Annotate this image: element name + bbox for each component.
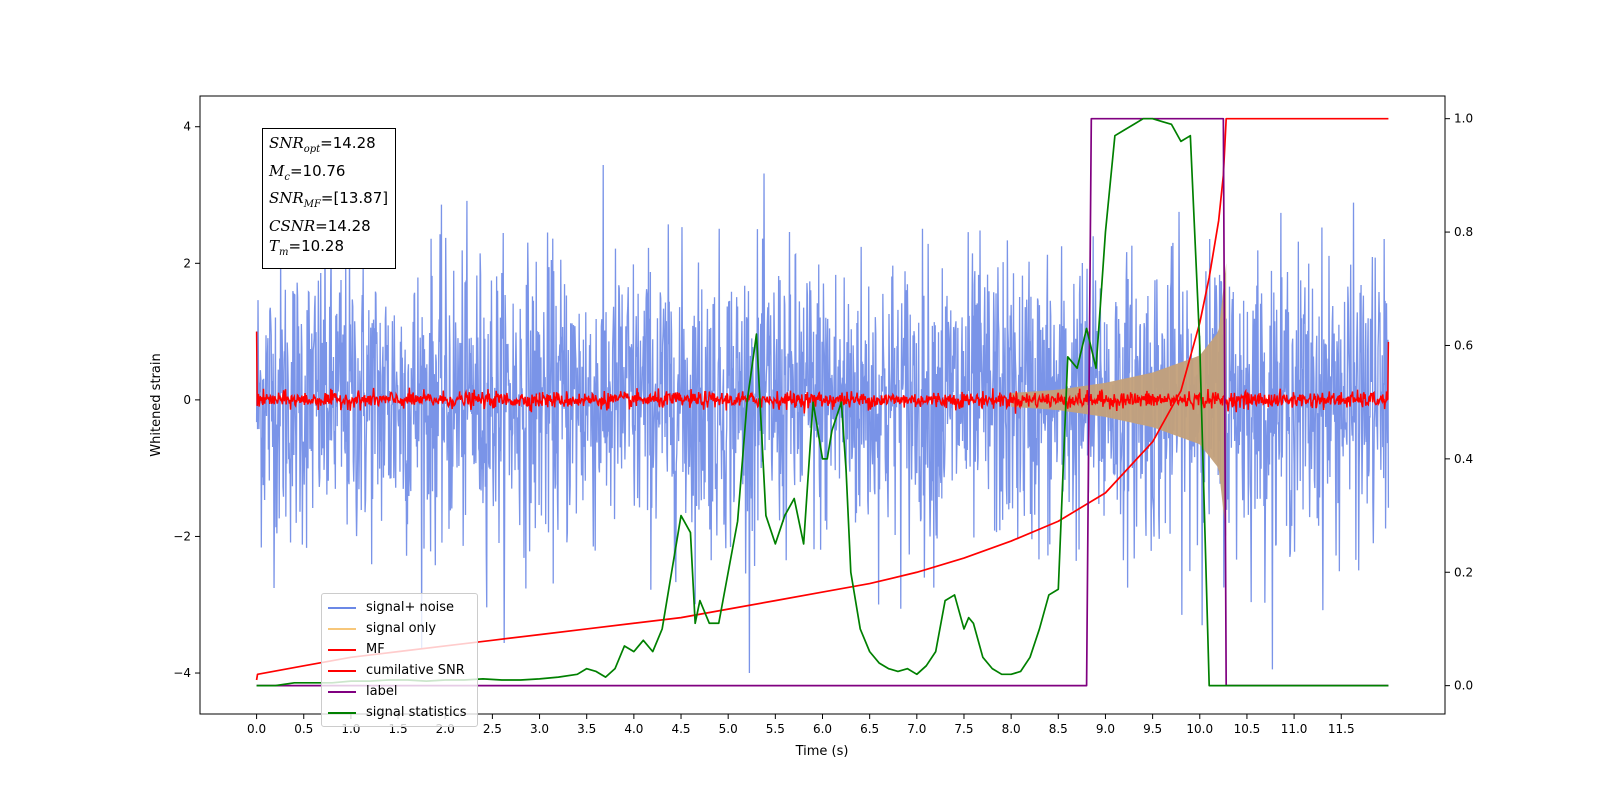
x-tick-label: 10.5 [1234,722,1261,736]
annotation-line: Tm=10.28 [269,237,345,258]
y2-tick-label: 0.0 [1454,679,1473,693]
legend-label: cumilative SNR [366,663,465,678]
x-axis-label: Time (s) [795,744,849,759]
x-tick-label: 6.0 [813,722,832,736]
y-axis-right: 0.0 0.2 0.4 0.6 0.8 1.0 [1445,112,1473,693]
x-tick-label: 7.0 [907,722,926,736]
y-axis-left: −4 −2 0 2 4 [173,120,200,680]
legend-label: signal+ noise [366,600,455,615]
legend-swatch [328,669,356,672]
legend: signal+ noise signal only MF cumilative SNR… [321,593,478,727]
y-tick-label: −4 [173,666,191,680]
annotation-box: SNRopt=14.28 Mc=10.76 SNRMF=[13.87] CSNR=14… [262,128,396,269]
legend-swatch [328,690,356,693]
y2-tick-label: 0.2 [1454,565,1473,579]
x-tick-label: 9.5 [1143,722,1162,736]
y2-tick-label: 0.4 [1454,452,1473,466]
annotation-line: CSNR=14.28 [269,216,371,235]
x-tick-label: 5.0 [719,722,738,736]
legend-entry: signal+ noise [328,597,471,618]
x-tick-label: 2.5 [483,722,502,736]
x-tick-label: 0.0 [247,722,266,736]
x-tick-label: 7.5 [954,722,973,736]
legend-entry: cumilative SNR [328,660,471,681]
annotation-line: Mc=10.76 [269,161,346,183]
y2-tick-label: 1.0 [1454,112,1473,126]
y-tick-label: 0 [183,393,191,407]
x-tick-label: 3.5 [577,722,596,736]
x-tick-label: 11.0 [1281,722,1308,736]
x-tick-label: 11.5 [1328,722,1355,736]
y2-tick-label: 0.8 [1454,225,1473,239]
x-tick-label: 3.0 [530,722,549,736]
x-tick-label: 4.5 [671,722,690,736]
legend-entry: signal statistics [328,702,471,723]
x-tick-label: 10.0 [1186,722,1213,736]
x-tick-label: 6.5 [860,722,879,736]
legend-label: label [366,684,398,699]
x-tick-label: 9.0 [1096,722,1115,736]
legend-entry: signal only [328,618,471,639]
x-tick-label: 8.0 [1002,722,1021,736]
mf-line [255,331,1390,414]
legend-label: signal only [366,621,437,636]
annotation-line: SNRopt=14.28 [269,134,376,155]
x-tick-label: 4.0 [624,722,643,736]
y-tick-label: −2 [173,529,191,543]
legend-label: MF [366,642,385,657]
signal-statistics-line [256,117,1389,687]
y2-tick-label: 0.6 [1454,338,1473,352]
legend-swatch [328,606,356,609]
legend-entry: MF [328,639,471,660]
legend-swatch [328,648,356,651]
x-tick-label: 5.5 [766,722,785,736]
y-tick-label: 4 [183,120,191,134]
annotation-line: SNRMF=[13.87] [269,189,389,210]
x-tick-label: 0.5 [294,722,313,736]
y-axis-label: Whitened strain [149,353,164,456]
legend-label: signal statistics [366,705,467,720]
mf-series [255,331,1390,414]
legend-swatch [328,627,356,630]
legend-entry: label [328,681,471,702]
x-tick-label: 8.5 [1049,722,1068,736]
y-tick-label: 2 [183,256,191,270]
legend-swatch [328,711,356,714]
